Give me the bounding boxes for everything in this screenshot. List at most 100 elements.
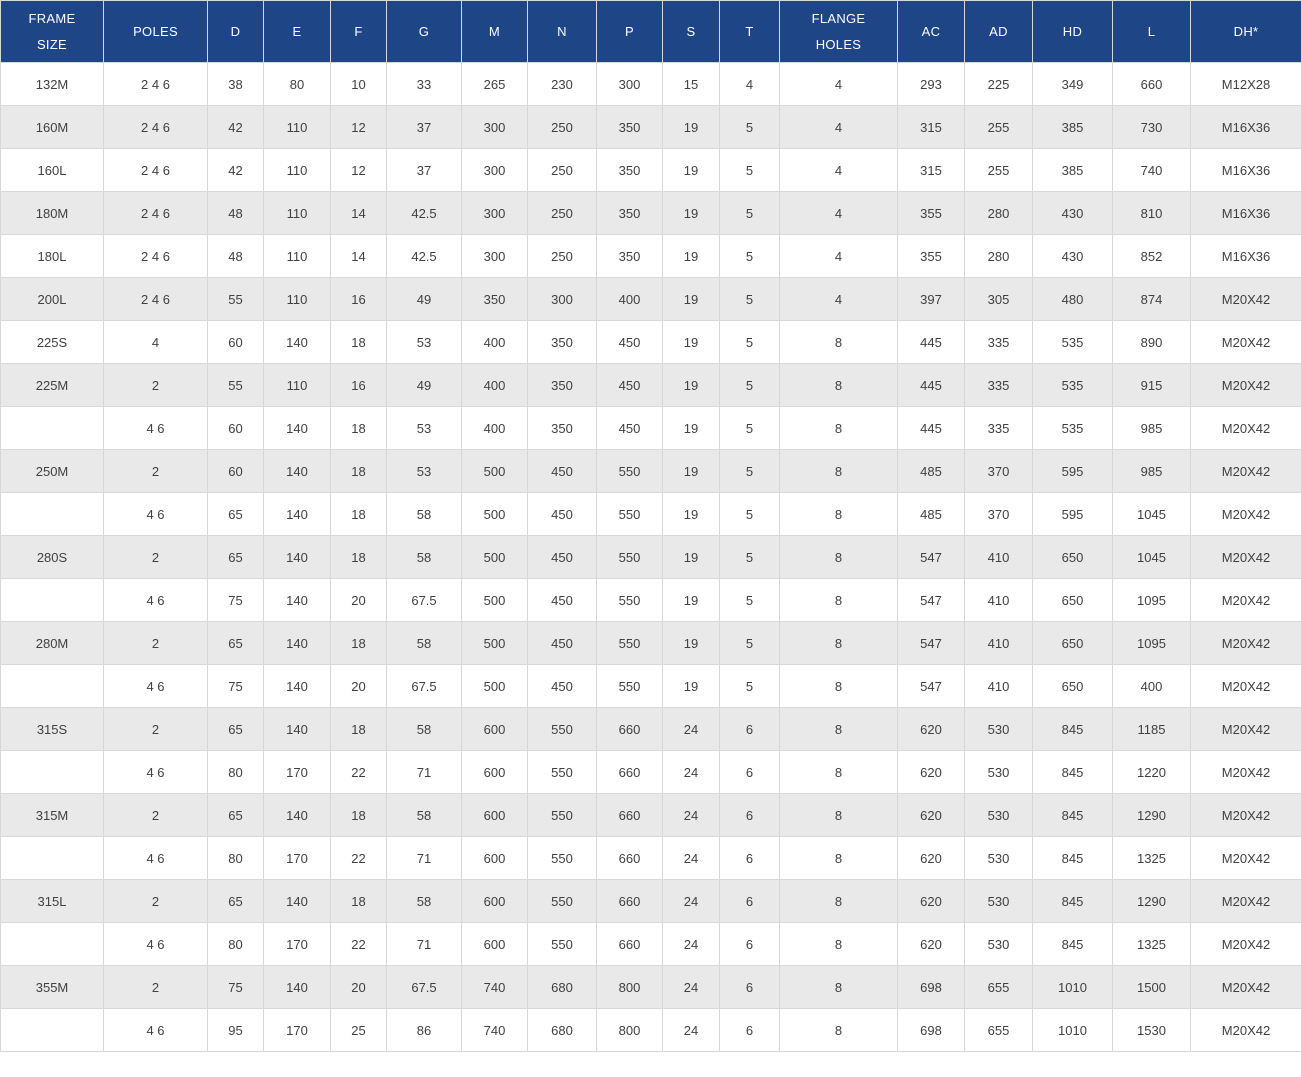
table-cell-g: 42.5 [386,234,462,278]
table-cell-d: 60 [207,406,264,450]
table-cell-ac: 315 [897,148,965,192]
table-cell-flange-holes: 4 [779,105,898,149]
table-cell-t: 5 [719,578,780,622]
table-cell-ac: 355 [897,234,965,278]
table-row-200l: 200L 2 4 6 55 110 16 49 350 300 400 19 5 4 397 305 480… [0,277,1301,321]
table-cell-f: 10 [330,62,387,106]
table-cell-dh: M20X42 [1190,320,1301,364]
table-cell-dh: M20X42 [1190,363,1301,407]
table-cell-d: 80 [207,922,264,966]
table-cell-l: 1290 [1112,879,1191,923]
table-cell-g: 58 [386,707,462,751]
column-header-dh: DH* [1190,0,1301,63]
table-cell-d: 75 [207,578,264,622]
table-cell-hd: 430 [1032,234,1113,278]
table-cell-p: 660 [596,750,663,794]
table-cell-p: 550 [596,621,663,665]
table-cell-poles: 4 6 [103,406,208,450]
table-cell-m: 600 [461,879,528,923]
column-header-ad: AD [964,0,1033,63]
table-cell-m: 500 [461,492,528,536]
table-row-355m: 355M 2 75 140 20 67.5 740 680 800 24 6 8 698 655 1010 1… [0,965,1301,1009]
table-cell-hd: 535 [1032,320,1113,364]
table-cell-p: 400 [596,277,663,321]
table-cell-ac: 445 [897,363,965,407]
table-cell-ad: 530 [964,750,1033,794]
table-cell-m: 500 [461,664,528,708]
table-cell-p: 800 [596,1008,663,1052]
table-cell-s: 19 [662,277,720,321]
frame-size-cell [0,1008,104,1052]
table-cell-g: 58 [386,793,462,837]
frame-size-cell [0,492,104,536]
column-header-l: L [1112,0,1191,63]
table-cell-g: 53 [386,449,462,493]
table-cell-flange-holes: 8 [779,492,898,536]
table-cell-n: 250 [527,105,597,149]
table-cell-poles: 4 6 [103,750,208,794]
table-cell-s: 19 [662,664,720,708]
table-cell-flange-holes: 8 [779,535,898,579]
table-cell-n: 550 [527,793,597,837]
table-cell-dh: M20X42 [1190,793,1301,837]
table-cell-flange-holes: 4 [779,191,898,235]
table-cell-p: 660 [596,793,663,837]
table-cell-dh: M20X42 [1190,1008,1301,1052]
table-cell-ad: 305 [964,277,1033,321]
table-cell-g: 58 [386,492,462,536]
table-cell-n: 550 [527,707,597,751]
table-cell-s: 19 [662,492,720,536]
table-cell-n: 680 [527,965,597,1009]
table-cell-poles: 2 [103,965,208,1009]
table-cell-d: 60 [207,449,264,493]
table-cell-p: 450 [596,320,663,364]
table-cell-ad: 655 [964,965,1033,1009]
table-cell-flange-holes: 4 [779,234,898,278]
table-cell-dh: M20X42 [1190,836,1301,880]
table-cell-ac: 485 [897,449,965,493]
table-cell-f: 16 [330,277,387,321]
table-cell-poles: 4 6 [103,922,208,966]
table-cell-ac: 397 [897,277,965,321]
table-cell-e: 140 [263,621,331,665]
table-cell-dh: M16X36 [1190,105,1301,149]
table-row-225s: 225S 4 60 140 18 53 400 350 450 19 5 8 445 335 535 890 M… [0,320,1301,364]
column-header-g: G [386,0,462,63]
table-cell-t: 5 [719,148,780,192]
table-cell-ac: 698 [897,965,965,1009]
table-cell-poles: 2 [103,707,208,751]
table-cell-t: 5 [719,234,780,278]
table-cell-hd: 535 [1032,406,1113,450]
table-cell-d: 65 [207,879,264,923]
table-cell-hd: 1010 [1032,965,1113,1009]
table-cell-e: 140 [263,492,331,536]
column-header-ac: AC [897,0,965,63]
table-cell-poles: 2 [103,793,208,837]
table-cell-hd: 845 [1032,922,1113,966]
table-cell-f: 22 [330,922,387,966]
frame-size-cell: 315M [0,793,104,837]
table-cell-l: 1220 [1112,750,1191,794]
table-cell-d: 55 [207,277,264,321]
frame-size-cell: 225M [0,363,104,407]
column-header-hd: HD [1032,0,1113,63]
table-row-280m: 280M 2 65 140 18 58 500 450 550 19 5 8 547 410 650 1095… [0,621,1301,665]
table-cell-m: 600 [461,750,528,794]
frame-size-cell: 180L [0,234,104,278]
column-header-p: P [596,0,663,63]
table-cell-flange-holes: 8 [779,836,898,880]
table-cell-hd: 650 [1032,578,1113,622]
table-cell-poles: 2 [103,449,208,493]
table-cell-f: 18 [330,879,387,923]
table-cell-flange-holes: 8 [779,406,898,450]
frame-size-cell [0,922,104,966]
table-cell-d: 42 [207,105,264,149]
table-cell-e: 170 [263,1008,331,1052]
frame-size-cell: 280S [0,535,104,579]
table-cell-t: 6 [719,1008,780,1052]
table-cell-flange-holes: 8 [779,922,898,966]
table-cell-ad: 530 [964,707,1033,751]
table-cell-flange-holes: 8 [779,707,898,751]
table-cell-s: 19 [662,105,720,149]
table-cell-hd: 650 [1032,664,1113,708]
